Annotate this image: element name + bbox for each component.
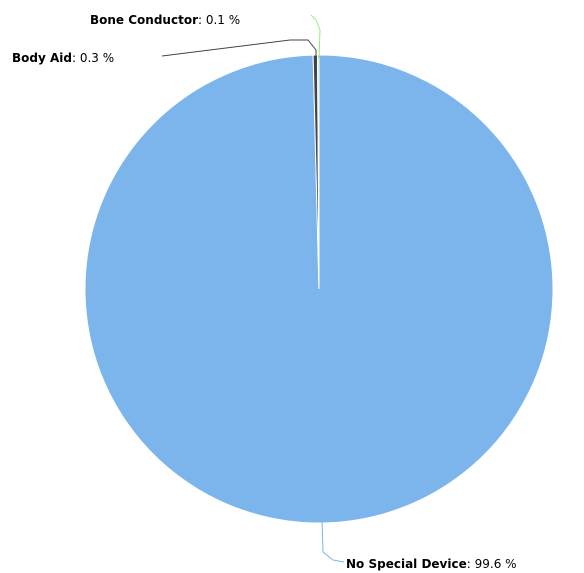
data-labels: No Special Device: 99.6 % Body Aid: 0.3 %… [12,13,517,571]
data-label-category: Bone Conductor [90,13,198,27]
data-label-category: No Special Device [346,557,467,571]
leader-line-no-special-device [321,519,345,563]
leader-line-bone-conductor [310,14,321,59]
data-label-category: Body Aid [12,51,72,65]
data-label-value: : 0.1 % [198,13,240,27]
data-label-value: : 99.6 % [467,557,517,571]
pie-slices [84,54,554,524]
leader-lines [161,14,345,563]
leader-line-body-aid [161,39,317,62]
data-label-no-special-device: No Special Device: 99.6 % [346,557,517,571]
data-label-body-aid: Body Aid: 0.3 % [12,51,114,65]
data-label-bone-conductor: Bone Conductor: 0.1 % [90,13,240,27]
data-label-value: : 0.3 % [72,51,114,65]
